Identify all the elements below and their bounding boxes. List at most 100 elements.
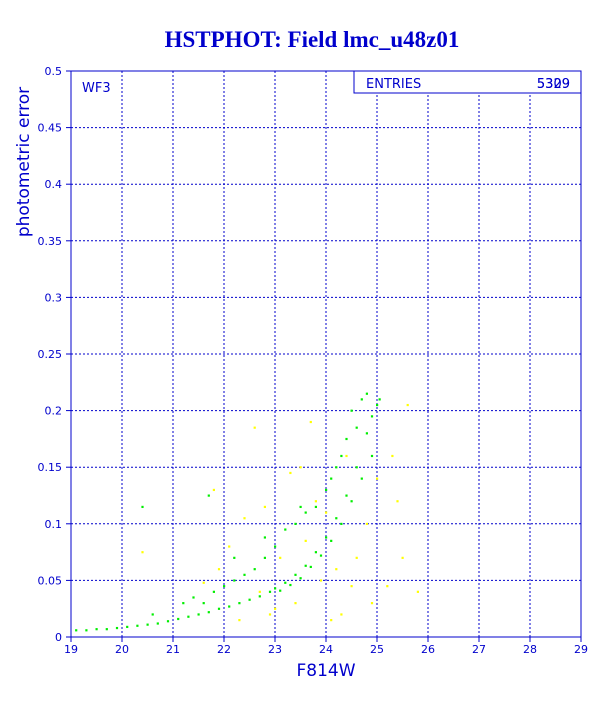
scatter-point [279, 589, 282, 592]
scatter-point [166, 620, 170, 623]
scatter-point [177, 617, 180, 621]
scatter-point [350, 585, 353, 588]
scatter-point [202, 581, 205, 584]
scatter-point [340, 522, 343, 525]
x-tick-label: 29 [574, 643, 588, 656]
scatter-point [268, 590, 272, 593]
x-tick-label: 27 [472, 643, 486, 656]
x-tick-label: 22 [217, 643, 231, 656]
scatter-point [319, 554, 323, 557]
y-tick-label: 0.15 [38, 461, 63, 474]
scatter-point [253, 426, 256, 429]
scatter-point [258, 595, 261, 598]
x-tick-label: 24 [319, 643, 333, 656]
scatter-point [355, 426, 358, 429]
scatter-point [299, 577, 302, 580]
scatter-point [263, 536, 266, 539]
x-tick-label: 28 [523, 643, 537, 656]
scatter-point [248, 598, 251, 601]
y-tick-label: 0.5 [45, 65, 63, 78]
scatter-point [350, 409, 353, 412]
scatter-point [146, 623, 149, 626]
scatter-point [304, 511, 307, 514]
scatter-point [304, 564, 307, 567]
scatter-point [228, 545, 231, 548]
scatter-point [141, 551, 144, 554]
scatter-point [228, 605, 231, 608]
panel-label: WF3 [82, 81, 111, 96]
scatter-point [294, 522, 297, 525]
scatter-point [350, 500, 353, 503]
scatter-point [202, 602, 205, 605]
scatter-point [396, 500, 399, 503]
scatter-point [141, 505, 144, 509]
scatter-point [299, 466, 302, 469]
scatter-point [217, 607, 221, 610]
chart-title: HSTPHOT: Field lmc_u48z01 [165, 27, 460, 52]
scatter-point [238, 602, 241, 605]
scatter-point [325, 488, 328, 492]
scatter-point [355, 466, 358, 469]
scatter-point [406, 403, 409, 407]
scatter-point [294, 573, 297, 576]
scatter-point [75, 629, 78, 632]
scatter-point [182, 602, 185, 605]
scatter-point [233, 579, 236, 582]
y-tick-label: 0.35 [38, 235, 63, 248]
scatter-point [136, 624, 139, 627]
scatter-point [85, 629, 88, 632]
y-tick-label: 0.05 [38, 574, 63, 587]
ticks: 19 20 21 22 23 24 25 26 27 28 29 0 0.05 0.1 0.15 0.2 0.2… [38, 65, 589, 656]
scatter-point [151, 613, 154, 616]
scatter-point [299, 505, 302, 509]
scatter-point [192, 596, 195, 599]
scatter-point [340, 613, 343, 616]
scatter-point [325, 536, 328, 539]
x-tick-label: 19 [64, 643, 78, 656]
scatter-point [345, 494, 348, 497]
scatter-point [314, 505, 317, 509]
y-tick-label: 0.3 [45, 291, 63, 304]
scatter-point [330, 619, 333, 622]
scatter-point [314, 500, 317, 503]
scatter-point [243, 517, 246, 520]
scatter-point [386, 585, 389, 588]
scatter-point [156, 622, 159, 625]
scatter-point [376, 403, 379, 407]
scatter-point [370, 602, 374, 605]
scatter-point [197, 613, 200, 616]
scatter-point [309, 565, 312, 569]
y-tick-label: 0.4 [45, 178, 63, 191]
scatter-point [314, 551, 317, 554]
scatter-point [126, 625, 129, 629]
x-tick-label: 20 [115, 643, 129, 656]
scatter-point [335, 568, 338, 571]
scatter-point [258, 590, 261, 593]
scatter-point [115, 626, 119, 630]
scatter-point [330, 539, 333, 542]
scatter-point [370, 415, 374, 418]
y-tick-label: 0.25 [38, 348, 63, 361]
scatter-point [335, 517, 338, 520]
scatter-point [355, 556, 358, 559]
scatter-point [309, 420, 312, 424]
scatter-point [360, 398, 363, 401]
scatter-point [330, 477, 333, 480]
x-tick-label: 26 [421, 643, 435, 656]
scatter-point [340, 454, 343, 458]
scatter-point [212, 488, 215, 492]
scatter-point [365, 392, 368, 395]
scatter-point [289, 471, 292, 475]
x-tick-label: 23 [268, 643, 282, 656]
y-tick-label: 0.1 [45, 518, 63, 531]
scatter-point [345, 437, 348, 441]
x-tick-label: 25 [370, 643, 384, 656]
y-tick-label: 0.2 [45, 405, 63, 418]
x-axis-label: F814W [296, 661, 355, 681]
scatter-point [268, 613, 272, 616]
scatter-point [376, 477, 379, 480]
scatter-point [378, 398, 381, 401]
scatter-point [238, 619, 241, 622]
